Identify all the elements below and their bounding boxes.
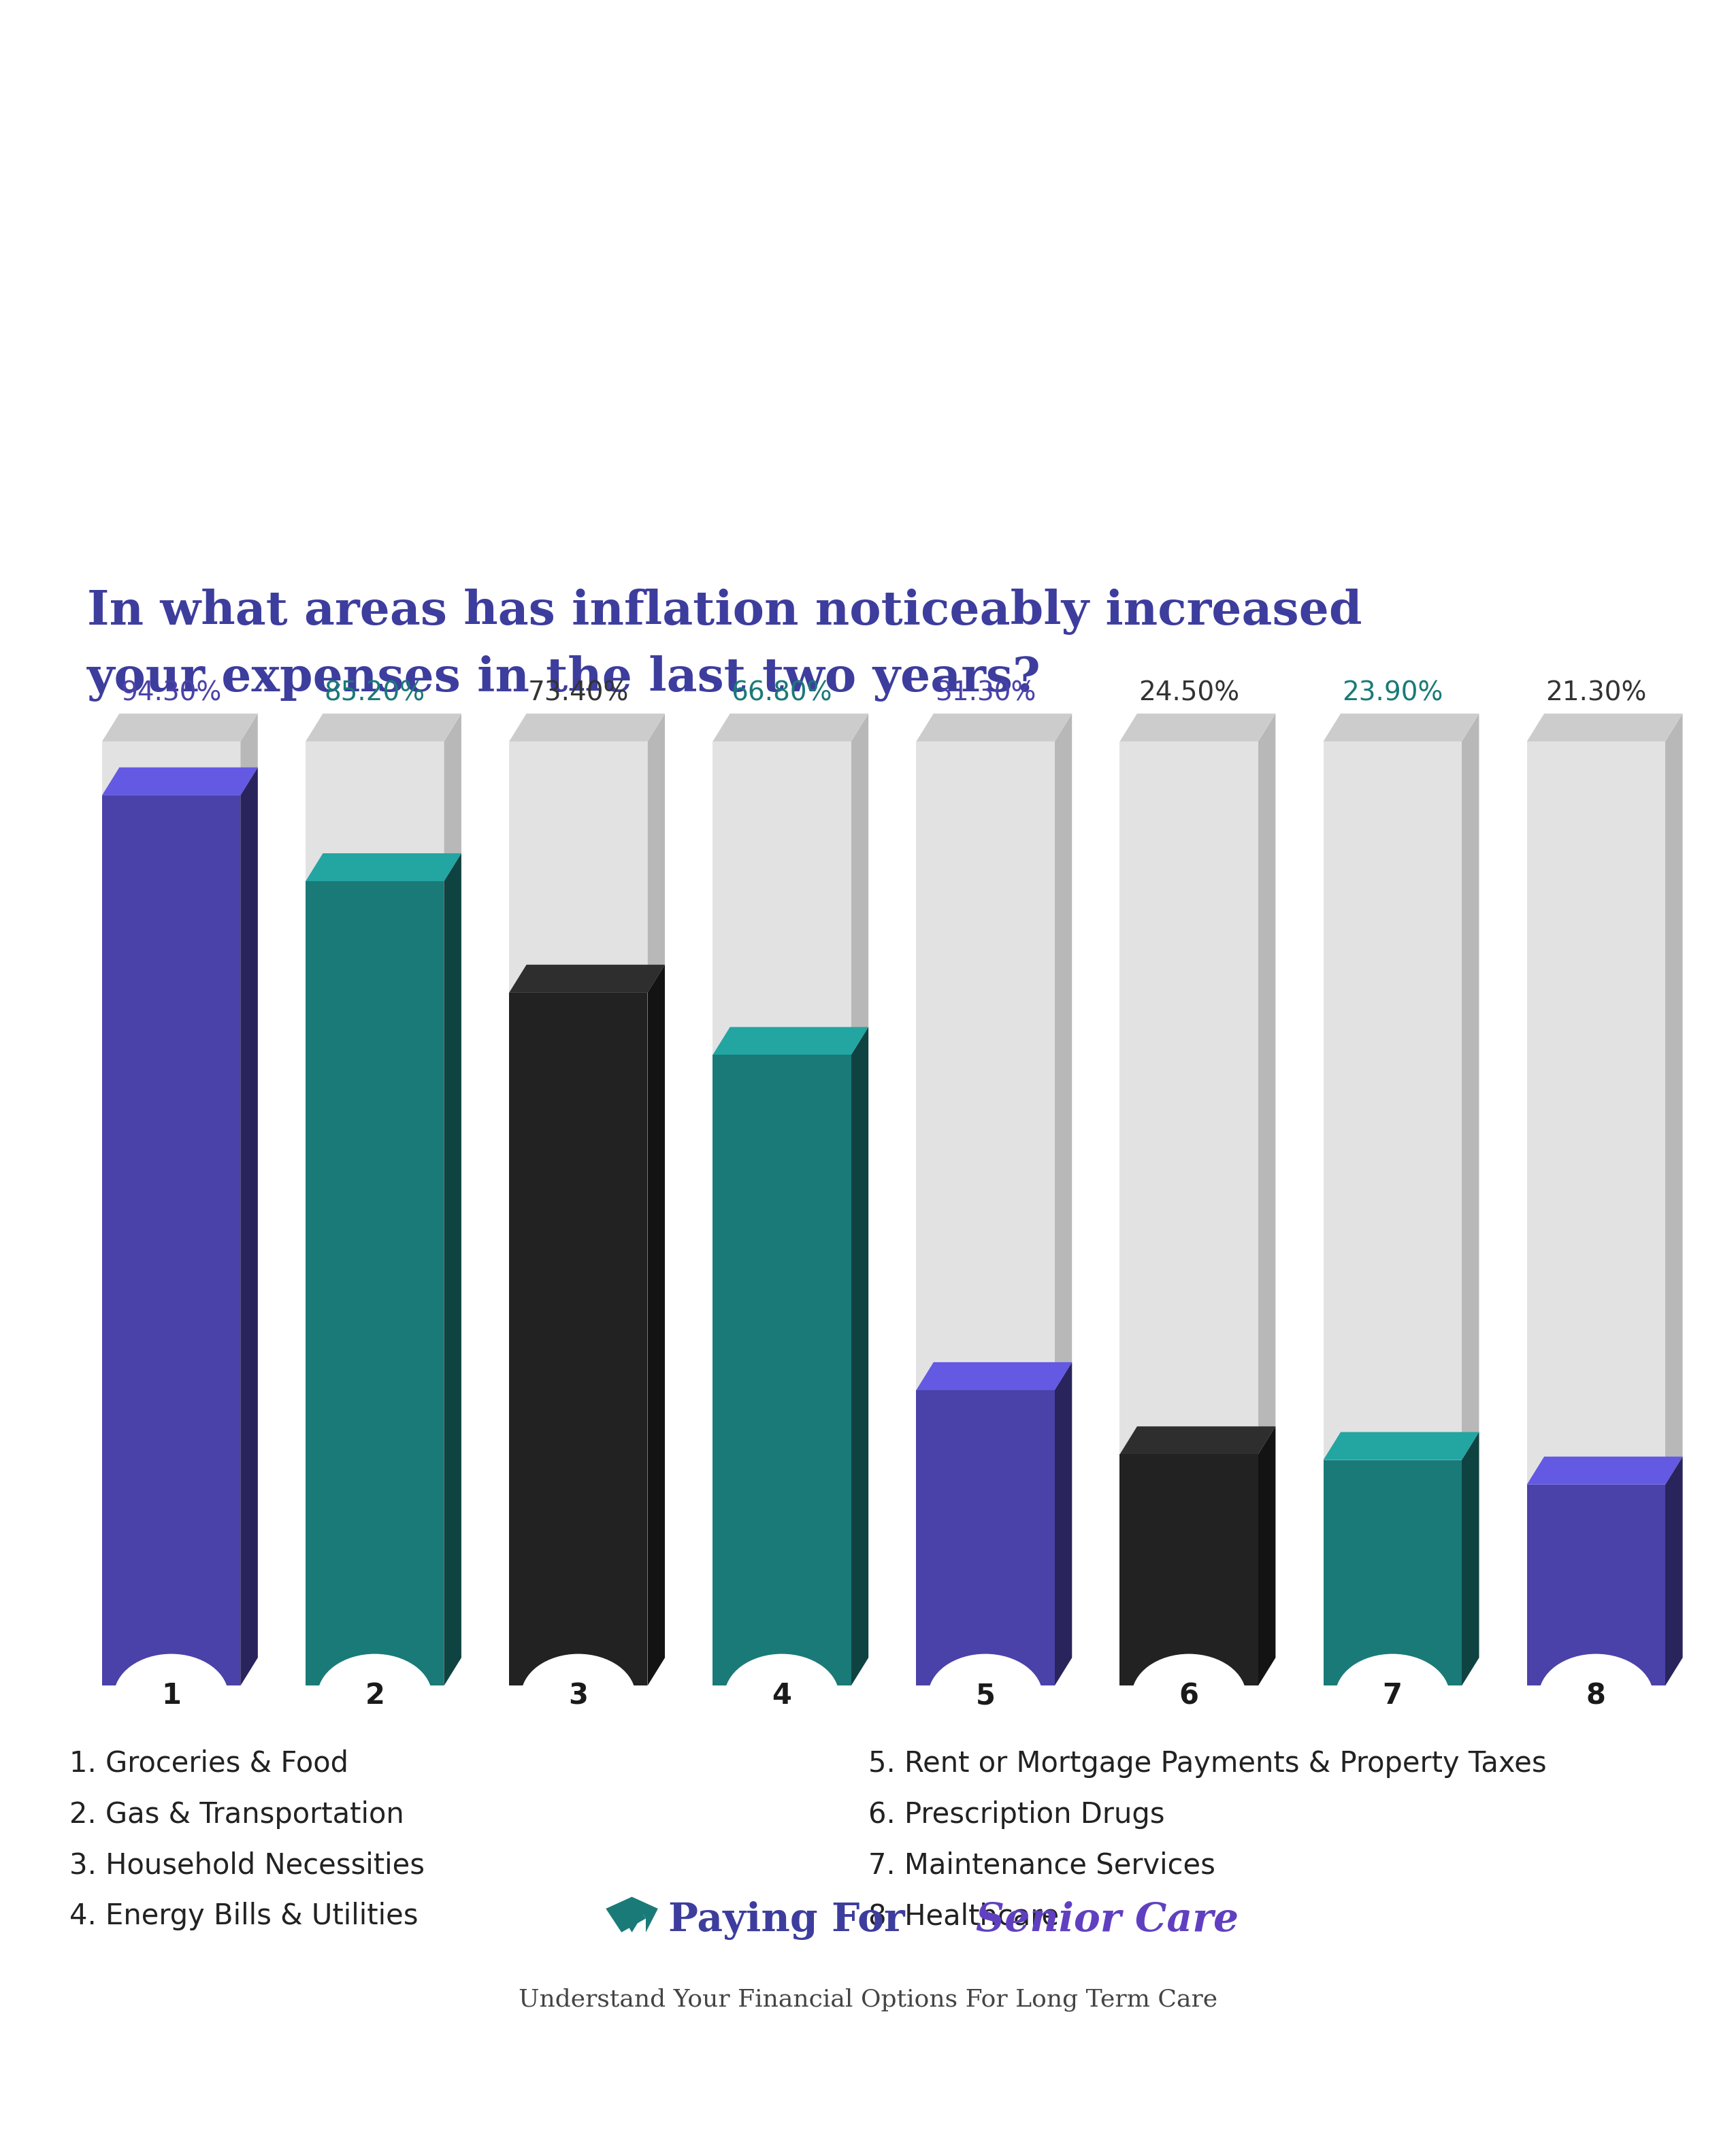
Text: 1: 1 [161,1682,181,1710]
Bar [1120,1455,1259,1686]
Bar [917,1391,1054,1686]
Text: 7. Maintenance Services: 7. Maintenance Services [868,1851,1215,1879]
Text: 4: 4 [773,1682,792,1710]
Polygon shape [1120,1427,1276,1455]
Text: 5. Rent or Mortgage Payments & Property Taxes: 5. Rent or Mortgage Payments & Property … [868,1748,1547,1778]
Polygon shape [606,1896,646,1932]
Bar [306,743,444,1686]
Polygon shape [1462,713,1479,1686]
Polygon shape [444,854,462,1686]
Polygon shape [851,1027,868,1686]
Polygon shape [102,713,257,743]
Text: 4. Energy Bills & Utilities: 4. Energy Bills & Utilities [69,1902,418,1930]
Bar [1323,743,1462,1686]
Circle shape [521,1654,635,1738]
Text: 24.50%: 24.50% [1139,681,1240,706]
Bar [102,743,240,1686]
Text: Senior Care: Senior Care [976,1900,1238,1939]
Polygon shape [917,1363,1071,1391]
Polygon shape [713,713,868,743]
Text: 6: 6 [1179,1682,1200,1710]
Polygon shape [306,854,462,882]
Text: 8: 8 [1587,1682,1606,1710]
Circle shape [1335,1654,1450,1738]
Bar [917,743,1054,1686]
Polygon shape [1528,1457,1682,1485]
Circle shape [318,1654,432,1738]
Polygon shape [648,713,665,1686]
Circle shape [724,1654,838,1738]
Polygon shape [917,713,1071,743]
Text: 31.30%: 31.30% [936,681,1036,706]
Polygon shape [1054,713,1071,1686]
Polygon shape [306,713,462,743]
Polygon shape [102,768,257,796]
Text: 7: 7 [1382,1682,1403,1710]
Text: 23.90%: 23.90% [1342,681,1443,706]
Polygon shape [509,713,665,743]
Polygon shape [620,1896,644,1932]
Text: 8. Healthcare: 8. Healthcare [868,1902,1059,1930]
Polygon shape [713,1027,868,1055]
Text: 95% of Older Adults Say That They’ve: 95% of Older Adults Say That They’ve [170,111,1566,175]
Bar [1323,1459,1462,1686]
Text: Understand Your Financial Options For Long Term Care: Understand Your Financial Options For Lo… [519,1988,1217,2012]
Bar [1528,743,1665,1686]
Bar [1528,1485,1665,1686]
Text: Paying For: Paying For [668,1900,918,1939]
Text: your expenses in the last two years?: your expenses in the last two years? [87,655,1040,702]
Text: 73.40%: 73.40% [528,681,628,706]
Text: 3: 3 [568,1682,589,1710]
Bar [509,993,648,1686]
Text: In what areas has inflation noticeably increased: In what areas has inflation noticeably i… [87,589,1361,636]
Polygon shape [1528,713,1682,743]
Text: 2. Gas & Transportation: 2. Gas & Transportation [69,1800,404,1830]
Polygon shape [1120,713,1276,743]
Circle shape [115,1654,229,1738]
Bar [306,882,444,1686]
Text: 1. Groceries & Food: 1. Groceries & Food [69,1748,349,1778]
Polygon shape [1665,1457,1682,1686]
Polygon shape [1665,713,1682,1686]
Bar [102,796,240,1686]
Polygon shape [1323,1432,1479,1459]
Circle shape [929,1654,1043,1738]
Circle shape [1132,1654,1246,1738]
Text: 6. Prescription Drugs: 6. Prescription Drugs [868,1800,1165,1830]
Polygon shape [240,713,257,1686]
Polygon shape [1259,1427,1276,1686]
Bar [509,743,648,1686]
Bar [713,1055,851,1686]
Bar [713,743,851,1686]
Text: 66.80%: 66.80% [731,681,832,706]
Text: 94.30%: 94.30% [122,681,222,706]
Text: 21.30%: 21.30% [1545,681,1646,706]
Text: Seen a Noticeable Increase in the Cost of: Seen a Noticeable Increase in the Cost o… [101,263,1635,327]
Text: 3. Household Necessities: 3. Household Necessities [69,1851,425,1879]
Polygon shape [632,1896,658,1932]
Text: 85.20%: 85.20% [325,681,425,706]
Text: Food and Groceries: Food and Groceries [509,428,1227,492]
Polygon shape [851,713,868,1686]
Polygon shape [1054,1363,1071,1686]
Text: 2: 2 [365,1682,385,1710]
Text: 5: 5 [976,1682,995,1710]
Polygon shape [1462,1432,1479,1686]
Polygon shape [240,768,257,1686]
Polygon shape [648,965,665,1686]
Polygon shape [1259,713,1276,1686]
Polygon shape [444,713,462,1686]
Polygon shape [509,965,665,993]
Bar [1120,743,1259,1686]
Polygon shape [1323,713,1479,743]
Circle shape [1538,1654,1653,1738]
